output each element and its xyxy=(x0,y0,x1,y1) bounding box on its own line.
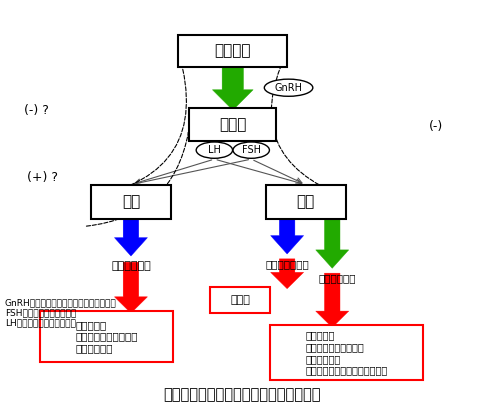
FancyArrowPatch shape xyxy=(91,55,186,197)
Text: (-) ?: (-) ? xyxy=(24,104,49,117)
Text: アンドロゲン: アンドロゲン xyxy=(111,261,151,271)
FancyBboxPatch shape xyxy=(91,184,171,220)
Text: プロゲステロン: プロゲステロン xyxy=(265,259,308,269)
FancyBboxPatch shape xyxy=(270,326,422,380)
Ellipse shape xyxy=(232,142,269,158)
Polygon shape xyxy=(315,217,348,268)
Text: 視床下部: 視床下部 xyxy=(214,44,251,58)
Text: エストロゲン: エストロゲン xyxy=(318,273,355,283)
Text: 精巣: 精巣 xyxy=(121,195,140,209)
Text: GnRH：生殖腺刺激ホルモン放出ホルモン
FSH　：ろ胞刺激ホルモン
LH　　：黄体形成ホルモン: GnRH：生殖腺刺激ホルモン放出ホルモン FSH ：ろ胞刺激ホルモン LH ：黄… xyxy=(5,298,116,328)
FancyBboxPatch shape xyxy=(40,311,173,362)
Text: FSH: FSH xyxy=(241,145,260,155)
Polygon shape xyxy=(114,217,147,256)
Ellipse shape xyxy=(196,142,232,158)
Text: 図３　両生類の生殖腺ホルモン分泌経路: 図３ 両生類の生殖腺ホルモン分泌経路 xyxy=(164,387,320,402)
Text: 卵成熟: 卵成熟 xyxy=(230,295,249,305)
Text: (-): (-) xyxy=(428,120,443,133)
Text: 卵巣: 卵巣 xyxy=(296,195,314,209)
Text: 卵巣の発達
雌の第二次性徴の発達
生殖行動誘発
肝臓ビテロジェニン合成の誘導: 卵巣の発達 雌の第二次性徴の発達 生殖行動誘発 肝臓ビテロジェニン合成の誘導 xyxy=(305,330,387,375)
Text: 下垂体: 下垂体 xyxy=(219,117,246,132)
Polygon shape xyxy=(270,217,303,254)
FancyArrowPatch shape xyxy=(271,55,345,197)
Text: 精巣の発達
雄の第二次性徴の発達
生殖行動誘発: 精巣の発達 雄の第二次性徴の発達 生殖行動誘発 xyxy=(76,320,137,353)
Polygon shape xyxy=(315,273,348,327)
Polygon shape xyxy=(114,262,147,313)
FancyBboxPatch shape xyxy=(178,35,287,67)
FancyBboxPatch shape xyxy=(209,286,270,313)
Text: GnRH: GnRH xyxy=(274,83,302,93)
Ellipse shape xyxy=(264,79,312,96)
Polygon shape xyxy=(270,259,303,289)
FancyBboxPatch shape xyxy=(189,108,276,141)
FancyBboxPatch shape xyxy=(265,184,345,220)
FancyArrowPatch shape xyxy=(86,133,188,226)
Text: (+) ?: (+) ? xyxy=(27,171,58,184)
Text: LH: LH xyxy=(208,145,220,155)
Polygon shape xyxy=(212,65,253,110)
